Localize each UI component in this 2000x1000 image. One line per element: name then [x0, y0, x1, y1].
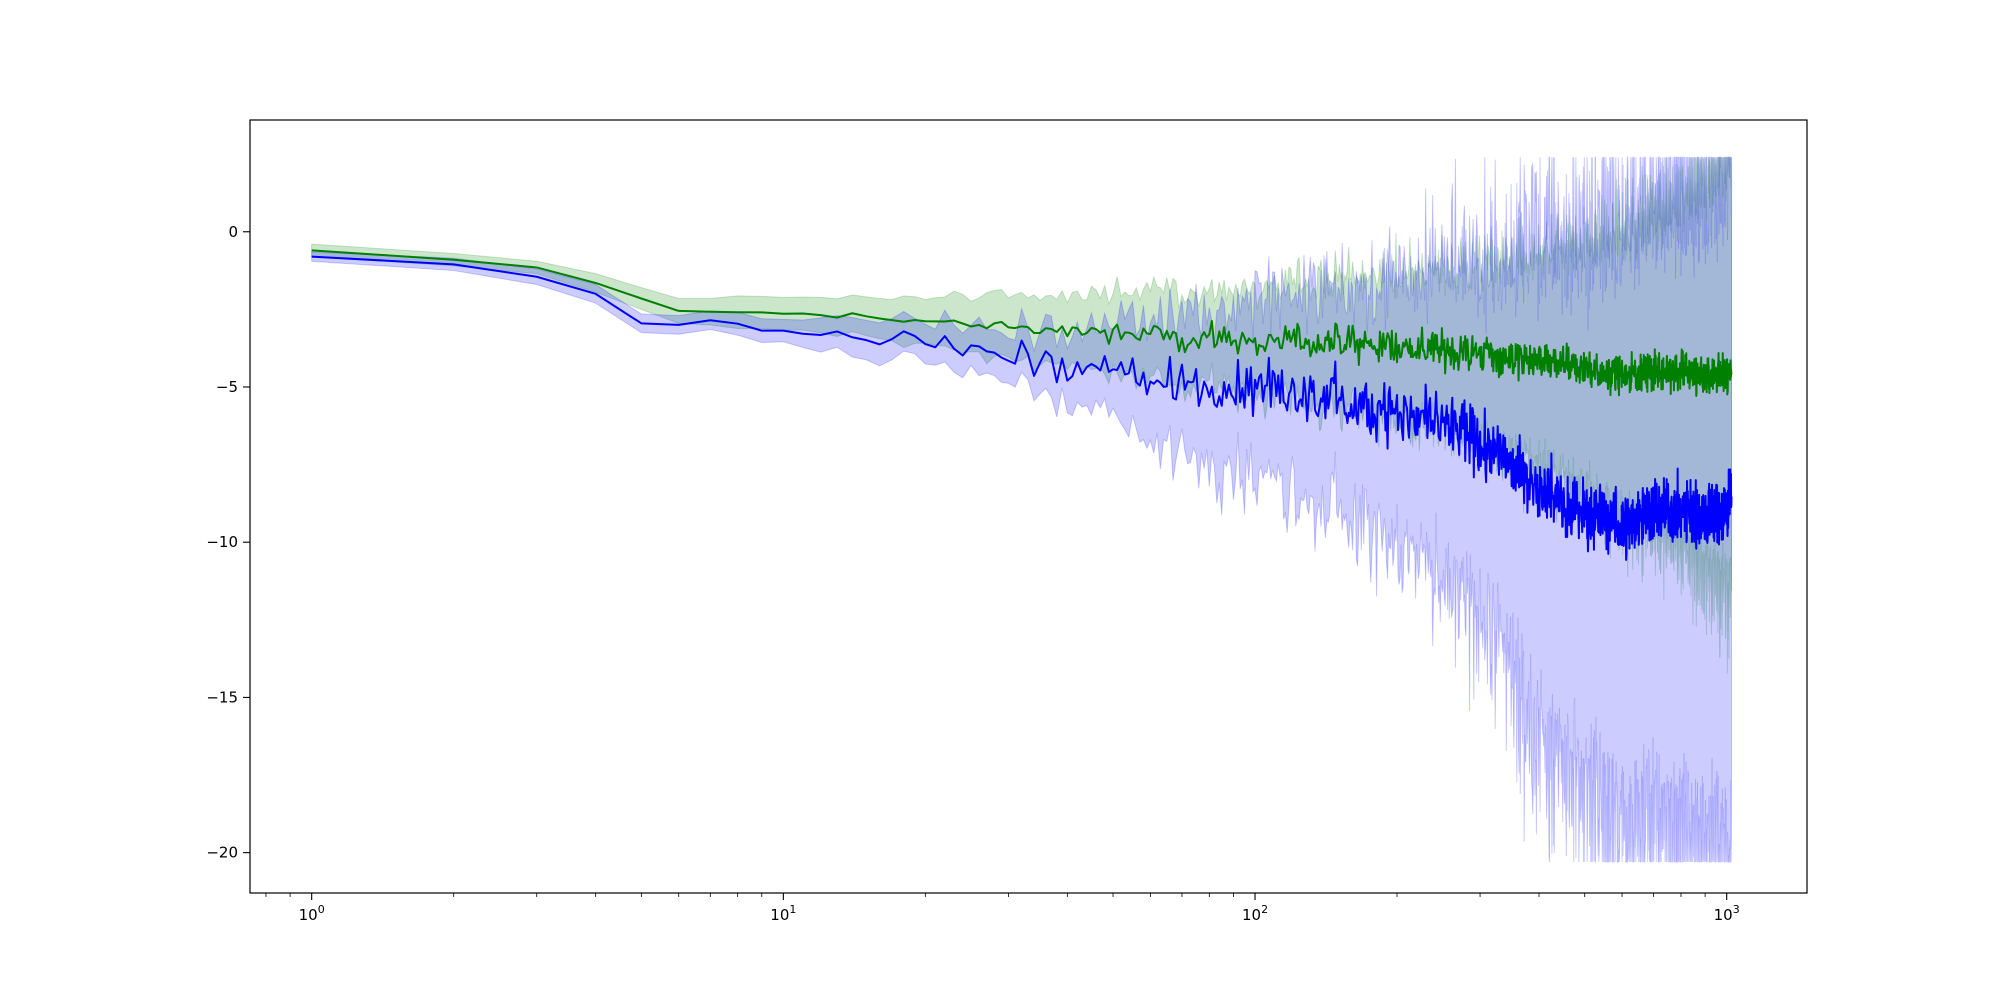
plot-frame: [249, 119, 1808, 894]
x-tick-label: 102: [1242, 903, 1268, 924]
lines-layer: [311, 249, 1733, 561]
y-axis: 0 −5 −10 −15 −20: [206, 223, 250, 862]
x-tick-label: 100: [299, 903, 325, 924]
series-0-line: [311, 249, 1733, 397]
y-tick-label: −15: [206, 688, 238, 706]
x-tick-label: 101: [770, 903, 796, 924]
y-tick-label: −5: [216, 378, 238, 396]
y-tick-label: 0: [228, 223, 238, 241]
y-tick-label: −10: [206, 533, 238, 551]
series-1-band: [311, 155, 1733, 864]
x-axis: 100 101 102 103: [265, 893, 1740, 924]
series-1-line: [311, 255, 1733, 561]
bands-layer: [311, 155, 1733, 864]
x-tick-label: 103: [1714, 903, 1740, 924]
y-tick-label: −20: [206, 844, 238, 862]
